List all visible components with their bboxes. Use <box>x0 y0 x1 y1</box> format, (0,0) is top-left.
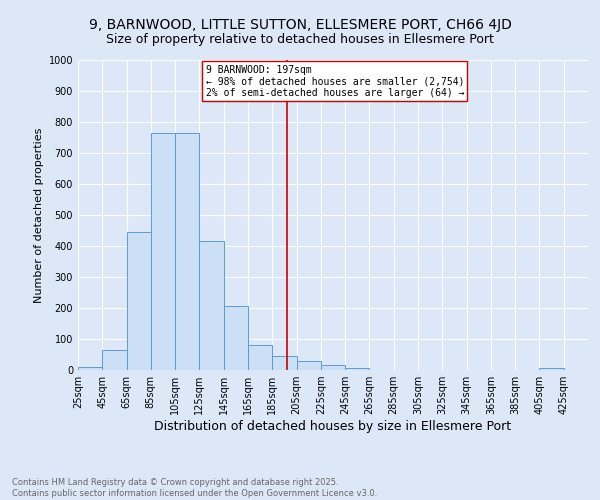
Bar <box>127 232 151 370</box>
Bar <box>151 133 175 370</box>
Bar <box>539 368 564 370</box>
Bar <box>296 362 321 370</box>
Bar <box>199 242 224 370</box>
Text: Size of property relative to detached houses in Ellesmere Port: Size of property relative to detached ho… <box>106 32 494 46</box>
Bar <box>248 345 272 370</box>
Bar <box>345 368 370 370</box>
Bar <box>272 356 296 370</box>
Bar <box>78 367 102 370</box>
Bar <box>175 133 199 370</box>
Bar <box>321 366 345 370</box>
Bar <box>102 350 127 370</box>
Bar <box>224 306 248 370</box>
X-axis label: Distribution of detached houses by size in Ellesmere Port: Distribution of detached houses by size … <box>154 420 512 433</box>
Text: 9 BARNWOOD: 197sqm
← 98% of detached houses are smaller (2,754)
2% of semi-detac: 9 BARNWOOD: 197sqm ← 98% of detached hou… <box>205 64 464 98</box>
Text: 9, BARNWOOD, LITTLE SUTTON, ELLESMERE PORT, CH66 4JD: 9, BARNWOOD, LITTLE SUTTON, ELLESMERE PO… <box>89 18 511 32</box>
Y-axis label: Number of detached properties: Number of detached properties <box>34 128 44 302</box>
Text: Contains HM Land Registry data © Crown copyright and database right 2025.
Contai: Contains HM Land Registry data © Crown c… <box>12 478 377 498</box>
